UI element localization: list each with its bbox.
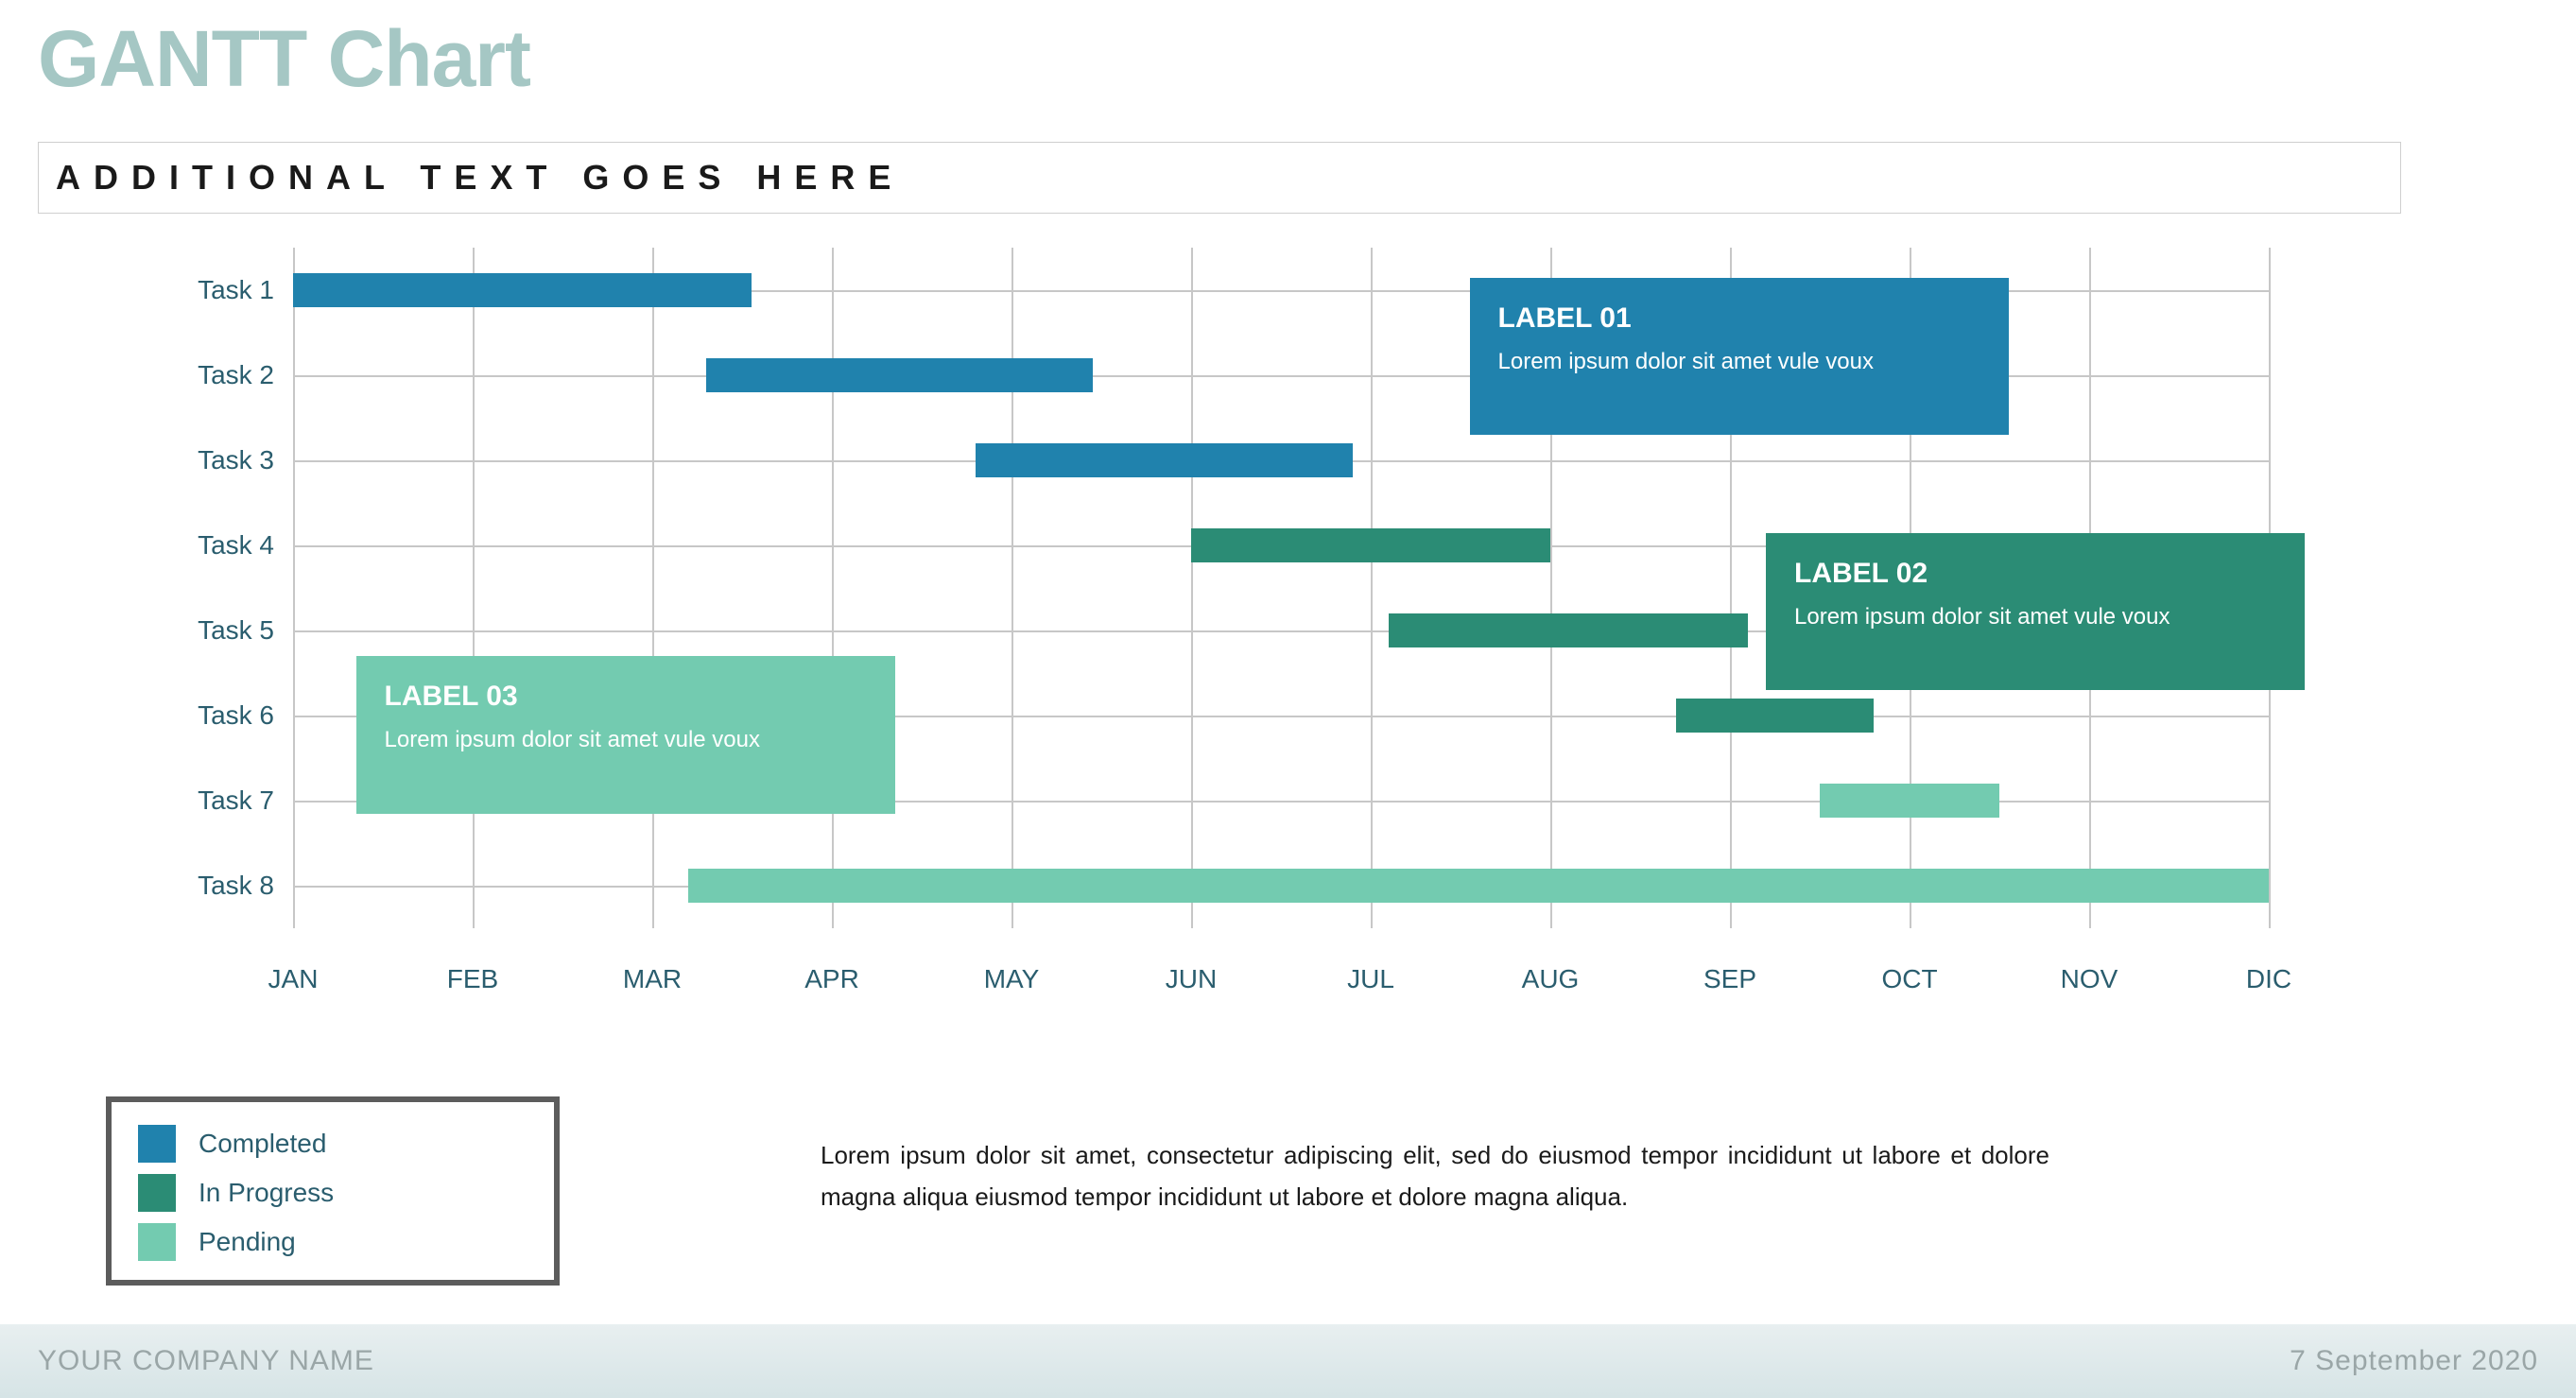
gantt-chart: JANFEBMARAPRMAYJUNJULAUGSEPOCTNOVDICTask… <box>132 248 2269 928</box>
gantt-bar <box>688 869 2269 903</box>
callout-title: LABEL 02 <box>1794 558 2276 590</box>
task-label: Task 8 <box>132 871 274 901</box>
task-label: Task 6 <box>132 700 274 731</box>
callout-box: LABEL 02 Lorem ipsum dolor sit amet vule … <box>1766 533 2305 691</box>
month-label: SEP <box>1703 964 1756 994</box>
legend-item: Pending <box>138 1223 527 1261</box>
footer-date: 7 September 2020 <box>2290 1345 2538 1377</box>
subtitle-text: ADDITIONAL TEXT GOES HERE <box>56 158 904 198</box>
legend: Completed In Progress Pending <box>106 1096 560 1286</box>
gantt-bar <box>976 443 1353 477</box>
subtitle-box: ADDITIONAL TEXT GOES HERE <box>38 142 2401 214</box>
task-label: Task 7 <box>132 785 274 816</box>
gantt-bar <box>1820 784 1999 818</box>
legend-item: Completed <box>138 1125 527 1163</box>
month-label: DIC <box>2246 964 2291 994</box>
month-label: FEB <box>447 964 498 994</box>
task-label: Task 4 <box>132 530 274 561</box>
slide: GANTT Chart ADDITIONAL TEXT GOES HERE JA… <box>0 0 2576 1398</box>
callout-body: Lorem ipsum dolor sit amet vule voux <box>1498 346 1980 378</box>
gantt-bar <box>706 358 1093 392</box>
callout-body: Lorem ipsum dolor sit amet vule voux <box>385 724 867 756</box>
month-label: NOV <box>2061 964 2118 994</box>
task-label: Task 1 <box>132 275 274 305</box>
legend-label: Completed <box>199 1129 326 1159</box>
task-label: Task 3 <box>132 445 274 475</box>
gridline-vertical <box>293 248 295 928</box>
gridline-vertical <box>1191 248 1193 928</box>
gantt-bar <box>1191 528 1550 562</box>
month-label: JUL <box>1347 964 1394 994</box>
page-title: GANTT Chart <box>38 13 530 105</box>
month-label: APR <box>804 964 859 994</box>
gridline-vertical <box>473 248 475 928</box>
legend-item: In Progress <box>138 1174 527 1212</box>
callout-title: LABEL 01 <box>1498 302 1980 335</box>
legend-label: Pending <box>199 1227 296 1257</box>
callout-box: LABEL 03 Lorem ipsum dolor sit amet vule … <box>356 656 895 814</box>
gridline-vertical <box>1011 248 1013 928</box>
month-label: AUG <box>1522 964 1580 994</box>
task-label: Task 5 <box>132 615 274 646</box>
description-text: Lorem ipsum dolor sit amet, consectetur … <box>821 1134 2049 1217</box>
legend-swatch <box>138 1174 176 1212</box>
legend-swatch <box>138 1223 176 1261</box>
month-label: JAN <box>268 964 319 994</box>
gridline-vertical <box>652 248 654 928</box>
legend-label: In Progress <box>199 1178 334 1208</box>
month-label: MAR <box>623 964 682 994</box>
callout-body: Lorem ipsum dolor sit amet vule voux <box>1794 601 2276 633</box>
gridline-vertical <box>832 248 834 928</box>
callout-title: LABEL 03 <box>385 681 867 713</box>
footer: YOUR COMPANY NAME 7 September 2020 <box>0 1324 2576 1398</box>
gantt-bar <box>1676 699 1874 733</box>
month-label: MAY <box>984 964 1040 994</box>
month-label: JUN <box>1166 964 1217 994</box>
gridline-vertical <box>1371 248 1373 928</box>
callout-box: LABEL 01 Lorem ipsum dolor sit amet vule … <box>1470 278 2009 436</box>
task-label: Task 2 <box>132 360 274 390</box>
month-label: OCT <box>1881 964 1937 994</box>
footer-company: YOUR COMPANY NAME <box>38 1345 374 1377</box>
legend-swatch <box>138 1125 176 1163</box>
gantt-bar <box>293 273 752 307</box>
gantt-bar <box>1389 613 1748 647</box>
